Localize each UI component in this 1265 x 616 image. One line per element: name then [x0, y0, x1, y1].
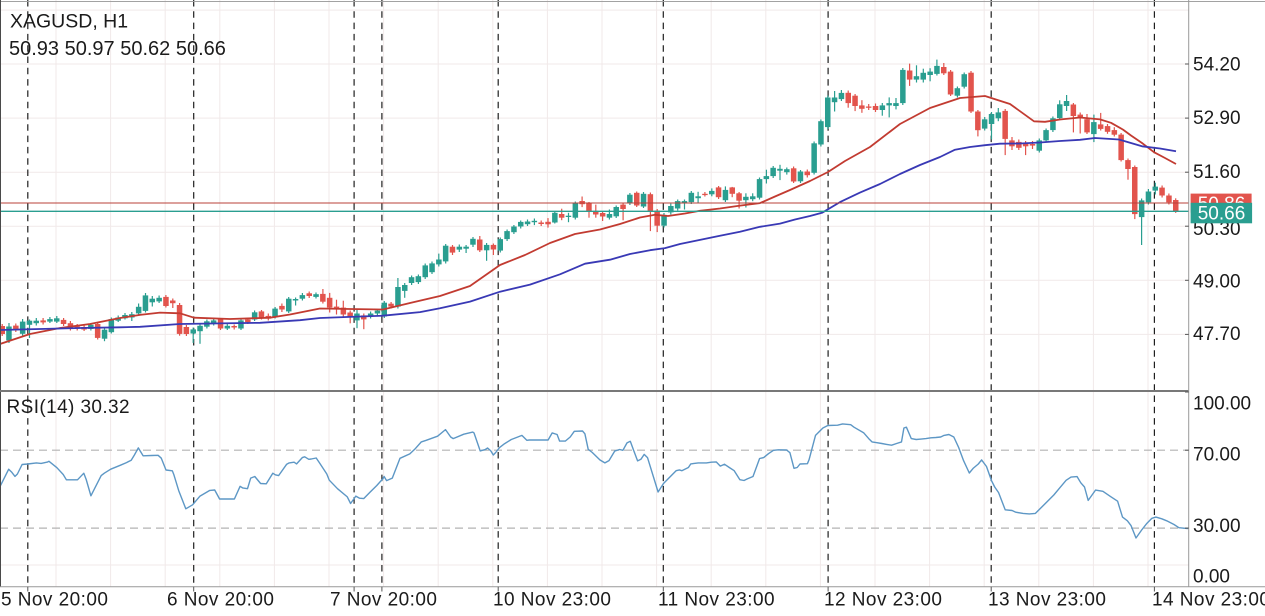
svg-text:RSI(14) 30.32: RSI(14) 30.32	[7, 397, 131, 418]
svg-text:10 Nov 23:00: 10 Nov 23:00	[493, 590, 611, 611]
svg-text:50.30: 50.30	[1193, 219, 1241, 240]
svg-text:7 Nov 20:00: 7 Nov 20:00	[330, 590, 437, 611]
svg-text:0.00: 0.00	[1193, 566, 1230, 587]
svg-text:50.66: 50.66	[1198, 203, 1246, 224]
svg-text:54.20: 54.20	[1193, 55, 1241, 76]
svg-text:12 Nov 23:00: 12 Nov 23:00	[824, 590, 942, 611]
svg-text:52.90: 52.90	[1193, 108, 1241, 129]
svg-text:51.60: 51.60	[1193, 162, 1241, 183]
svg-text:14 Nov 23:00: 14 Nov 23:00	[1152, 590, 1265, 611]
svg-text:49.00: 49.00	[1193, 272, 1241, 293]
svg-text:70.00: 70.00	[1193, 445, 1241, 466]
svg-text:100.00: 100.00	[1193, 393, 1251, 414]
svg-text:50.93 50.97 50.62 50.66: 50.93 50.97 50.62 50.66	[9, 38, 226, 60]
svg-text:30.00: 30.00	[1193, 516, 1241, 537]
svg-text:XAGUSD, H1: XAGUSD, H1	[10, 11, 128, 33]
svg-text:6 Nov 20:00: 6 Nov 20:00	[167, 590, 274, 611]
svg-text:47.70: 47.70	[1193, 324, 1241, 345]
svg-text:5 Nov 20:00: 5 Nov 20:00	[1, 590, 108, 611]
svg-text:13 Nov 23:00: 13 Nov 23:00	[988, 590, 1106, 611]
svg-text:11 Nov 23:00: 11 Nov 23:00	[658, 590, 775, 611]
